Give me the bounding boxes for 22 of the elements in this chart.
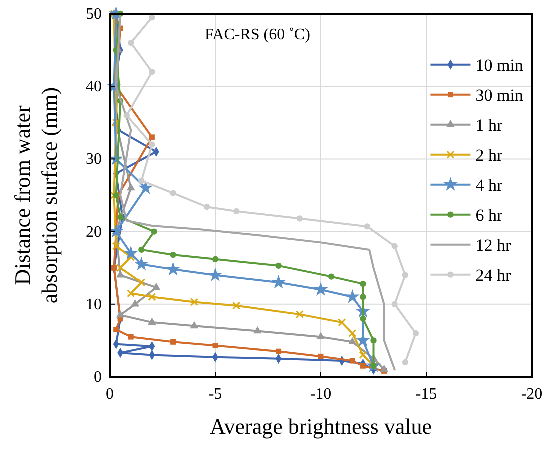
legend-label: 12 hr: [476, 236, 512, 255]
x-tick-label: -10: [310, 386, 332, 403]
legend-label: 24 hr: [476, 266, 512, 285]
y-tick-label: 50: [86, 6, 102, 23]
legend-label: 2 hr: [476, 146, 503, 165]
y-tick-label: 20: [86, 224, 102, 241]
y-tick-label: 40: [86, 78, 102, 96]
x-tick-label: 0: [106, 386, 114, 403]
y-tick-label: 30: [86, 151, 102, 168]
legend-label: 30 min: [476, 86, 524, 105]
x-tick-label: -20: [521, 386, 543, 403]
y-tick-label: 0: [94, 369, 102, 386]
x-axis-title: Average brightness value: [210, 414, 432, 439]
legend-label: 6 hr: [476, 206, 503, 225]
x-tick-label: -5: [208, 386, 222, 403]
legend-label: 1 hr: [476, 116, 503, 135]
legend-label: 10 min: [476, 56, 524, 75]
y-axis-title: Distance from water absorption surface (mm): [10, 87, 62, 304]
text: FAC-RS (60 ˚C): [204, 26, 310, 44]
y-tick-label: 10: [86, 296, 102, 314]
legend-label: 4 hr: [476, 176, 503, 195]
x-tick-label: -15: [416, 386, 438, 403]
